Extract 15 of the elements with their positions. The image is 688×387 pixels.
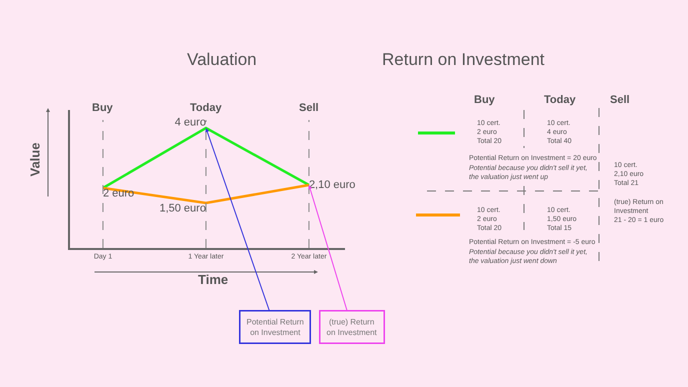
chart-title: Valuation — [187, 50, 257, 69]
data-label: 1,50 euro — [159, 202, 206, 214]
ref-line-label: Buy — [92, 102, 114, 114]
data-label: 2,10 euro — [308, 178, 356, 191]
ref-line-label: Sell — [299, 102, 319, 114]
text: Today — [544, 94, 576, 106]
annotation: Potential Return on Investment — [246, 318, 304, 337]
text: Sell — [610, 94, 630, 106]
ref-line-label: Today — [190, 102, 222, 114]
data-label: 4 euro — [174, 116, 206, 128]
text: Return on Investment — [382, 50, 545, 69]
text: Buy — [474, 94, 496, 106]
annotation: (true) Return on Investment — [326, 318, 378, 337]
x-axis-title: Time — [198, 272, 228, 287]
y-axis-title: Value — [28, 142, 42, 176]
